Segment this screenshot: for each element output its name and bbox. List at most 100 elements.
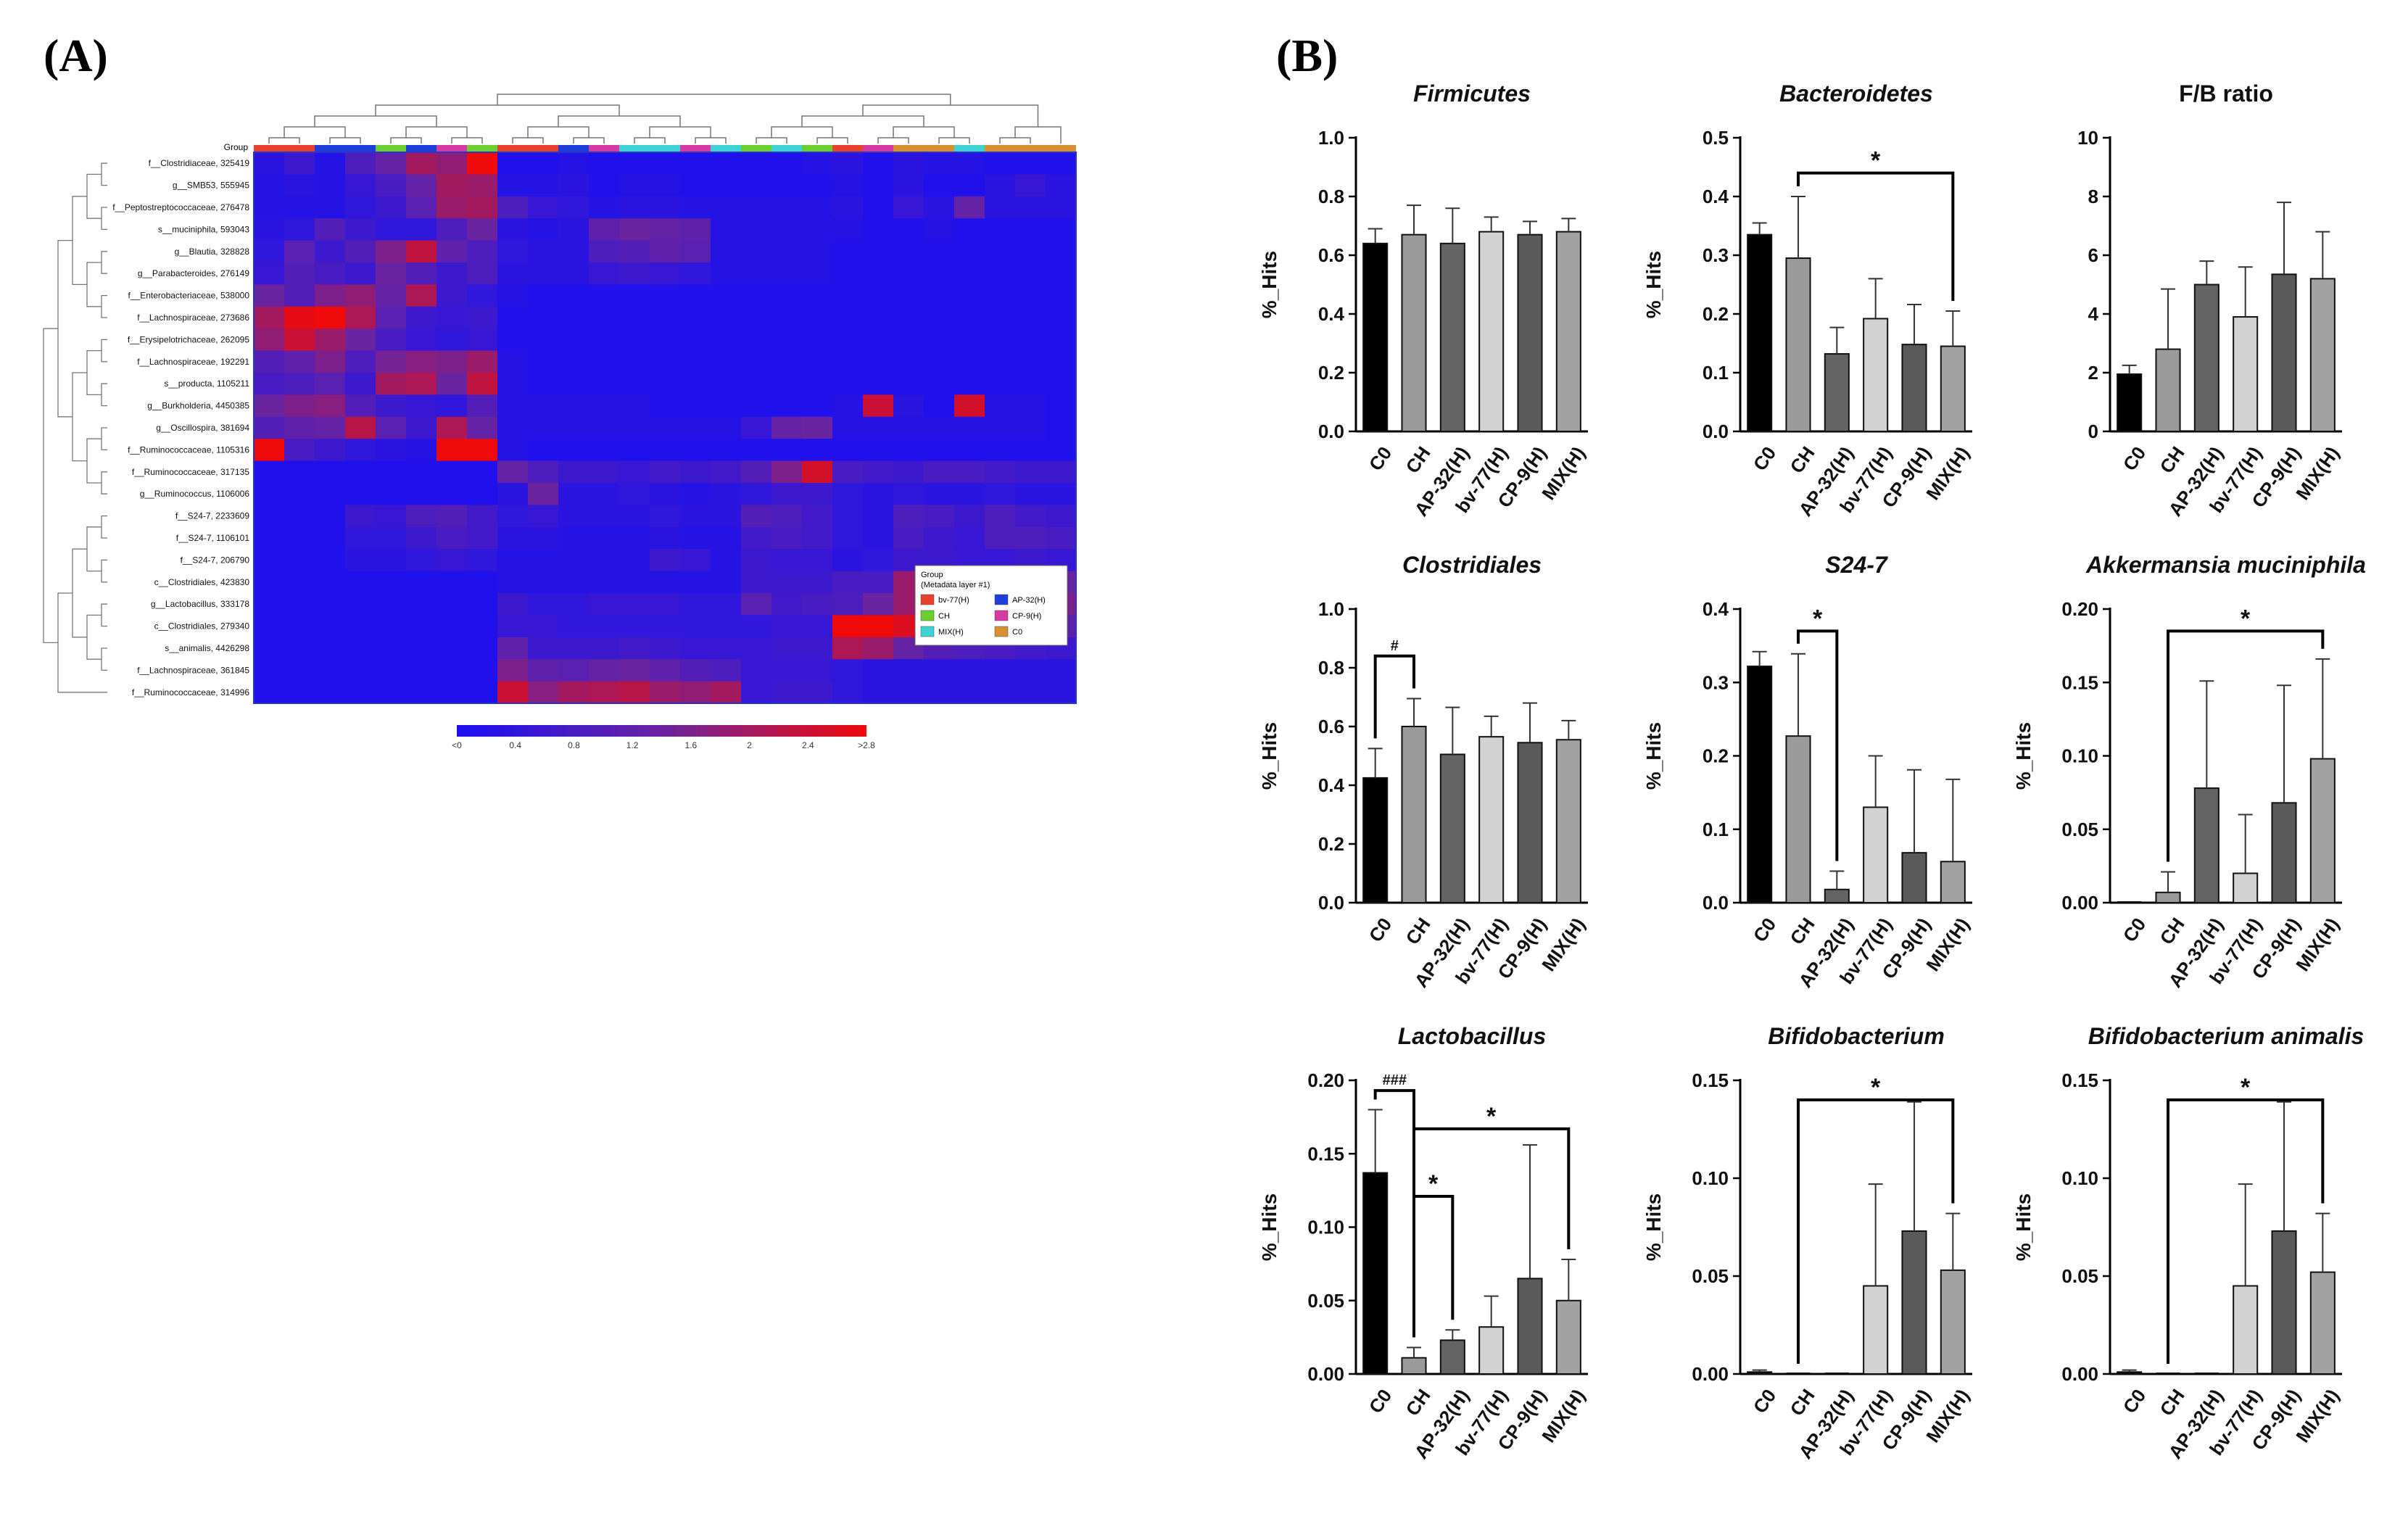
heatmap-cell [284, 549, 315, 572]
heatmap-cell [497, 571, 529, 594]
heatmap-cell [802, 615, 833, 638]
significance-bracket [1797, 629, 1839, 861]
heatmap-cell [558, 350, 589, 373]
group-row-header: Group [224, 142, 249, 152]
heatmap-cell [497, 196, 529, 219]
heatmap-cell [650, 571, 681, 594]
group-strip-cell [832, 145, 863, 152]
heatmap-cell [650, 350, 681, 373]
heatmap-cell [437, 262, 468, 285]
legend-swatch [994, 626, 1009, 637]
y-tick-label: 0.10 [1692, 1167, 1729, 1189]
heatmap-cell [711, 637, 742, 660]
heatmap-cell [315, 416, 346, 439]
heatmap-cell [711, 505, 742, 528]
scale-tick-label: 1.2 [626, 740, 639, 750]
heatmap-cell [376, 174, 407, 197]
row-dendrogram-branch [57, 239, 73, 418]
x-tick-label: CH [1786, 1385, 1819, 1420]
bar-chart: Bifidobacterium 0.00 0.05 0.10 0.15 %_Hits C0 C… [1642, 1023, 1974, 1462]
heatmap-panel: Group f__Clostridiaceae, 325419 g__SMB53, … [43, 94, 1077, 750]
heatmap-cell [284, 284, 315, 307]
heatmap-cell [345, 526, 376, 550]
heatmap-cell [802, 549, 833, 572]
heatmap-cell [406, 218, 437, 241]
heatmap-cell [893, 394, 924, 418]
bar [1555, 1299, 1581, 1375]
heatmap-cell [254, 659, 285, 682]
chart-title: Bifidobacterium [1768, 1023, 1945, 1049]
y-tick-label: 0.8 [1318, 186, 1344, 207]
heatmap-cell [437, 240, 468, 263]
heatmap-cell [589, 571, 620, 594]
heatmap-cell [406, 152, 437, 175]
significance-label: # [1391, 638, 1399, 654]
heatmap-cell [589, 240, 620, 263]
bar [1478, 231, 1505, 432]
heatmap-cell [711, 262, 742, 285]
heatmap-cell [954, 526, 985, 550]
heatmap-cell [1046, 174, 1077, 197]
bar [1824, 888, 1850, 904]
heatmap-cell [467, 483, 498, 505]
heatmap-cell [832, 571, 864, 594]
heatmap-cell [497, 373, 529, 395]
heatmap-cell [650, 593, 681, 616]
heatmap-cell [619, 571, 650, 594]
dendrogram-branch [314, 115, 437, 127]
heatmap-cell [893, 483, 924, 505]
heatmap-cell [345, 328, 376, 352]
heatmap-cell [985, 262, 1016, 285]
heatmap-cell [954, 218, 985, 241]
heatmap-cell [558, 284, 589, 307]
heatmap-cell [528, 218, 559, 241]
chart-title: Clostridiales [1402, 552, 1542, 578]
heatmap-cell [345, 483, 376, 505]
heatmap-cell [771, 262, 803, 285]
y-tick-label: 0.05 [2061, 819, 2098, 840]
heatmap-cell [680, 483, 711, 505]
heatmap-cell [863, 240, 894, 263]
heatmap-cell [1046, 460, 1077, 484]
heatmap-cell [650, 394, 681, 418]
heatmap-cell [406, 350, 437, 373]
heatmap-cell [589, 681, 620, 704]
heatmap-cell [497, 350, 529, 373]
heatmap-cell [924, 681, 955, 704]
heatmap-cell [467, 571, 498, 594]
heatmap-cell [771, 615, 803, 638]
heatmap-cell [558, 615, 589, 638]
heatmap-cell [345, 593, 376, 616]
heatmap-cell [558, 659, 589, 682]
heatmap-cell [863, 593, 894, 616]
group-strip-cell [437, 145, 467, 152]
group-strip-cell [619, 145, 650, 152]
y-tick-label: 0.8 [1318, 657, 1344, 679]
y-axis-label: %_Hits [1258, 1193, 1281, 1261]
heatmap-cell [406, 681, 437, 704]
group-strip-cell [711, 145, 741, 152]
heatmap-cell [771, 593, 803, 616]
heatmap-cell [711, 306, 742, 329]
heatmap-cell [924, 526, 955, 550]
bar [1517, 742, 1543, 904]
heatmap-cell [771, 196, 803, 219]
legend-swatch [920, 610, 935, 621]
legend-swatch [994, 610, 1009, 621]
y-tick-label: 0.2 [1318, 833, 1344, 855]
heatmap-cell [467, 373, 498, 395]
heatmap-cell [284, 460, 315, 484]
heatmap-cell [863, 394, 894, 418]
heatmap-cell [284, 350, 315, 373]
heatmap-cell [589, 505, 620, 528]
heatmap-cell [558, 505, 589, 528]
heatmap-cell [376, 659, 407, 682]
heatmap-cell [832, 637, 864, 660]
heatmap-cell [467, 615, 498, 638]
row-dendrogram-branch [72, 372, 87, 462]
taxon-label: g__Oscillospira, 381694 [156, 423, 249, 433]
heatmap-cell [558, 196, 589, 219]
heatmap-cell [345, 615, 376, 638]
heatmap-cell [680, 416, 711, 439]
heatmap-cell [893, 196, 924, 219]
